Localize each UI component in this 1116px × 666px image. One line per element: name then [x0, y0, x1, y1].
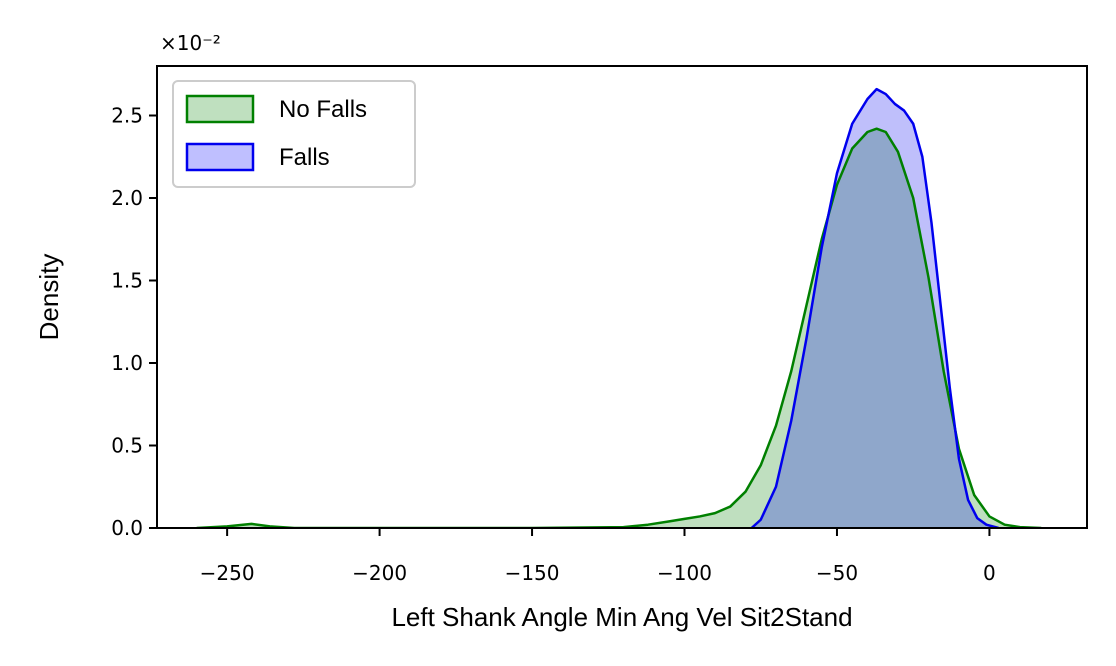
y-tick-label: 0.0	[111, 516, 143, 540]
y-tick-label: 2.5	[111, 104, 143, 128]
legend-swatch-falls	[185, 142, 255, 172]
y-scale-multiplier: ×10⁻²	[160, 31, 221, 55]
y-axis: 0.0 0.5 1.0 1.5 2.0 2.5	[111, 104, 157, 540]
series-fill-falls	[751, 89, 999, 528]
y-tick-label: 0.5	[111, 434, 143, 458]
x-axis-label: Left Shank Angle Min Ang Vel Sit2Stand	[391, 602, 852, 632]
series-fill-no-falls	[196, 128, 1042, 528]
series-layer	[196, 87, 1042, 528]
plot-frame	[156, 65, 1088, 529]
x-tick-label: −150	[505, 561, 560, 585]
y-tick-label: 1.0	[111, 351, 143, 375]
y-tick-label: 2.0	[111, 186, 143, 210]
series-line-no-falls	[196, 127, 1042, 528]
x-tick-label: −200	[352, 561, 407, 585]
x-tick-label: −50	[816, 561, 858, 585]
legend-swatch-no-falls	[185, 94, 255, 124]
series-line-falls	[750, 87, 999, 528]
y-tick-label: 1.5	[111, 269, 143, 293]
legend-label-falls: Falls	[279, 144, 330, 171]
x-tick-label: 0	[983, 561, 996, 585]
x-tick-label: −100	[657, 561, 712, 585]
x-tick-label: −250	[200, 561, 255, 585]
x-axis: −250 −200 −150 −100 −50 0	[200, 528, 996, 585]
legend: No Falls Falls	[172, 80, 416, 188]
y-axis-label: Density	[34, 254, 64, 341]
legend-label-no-falls: No Falls	[279, 96, 367, 123]
